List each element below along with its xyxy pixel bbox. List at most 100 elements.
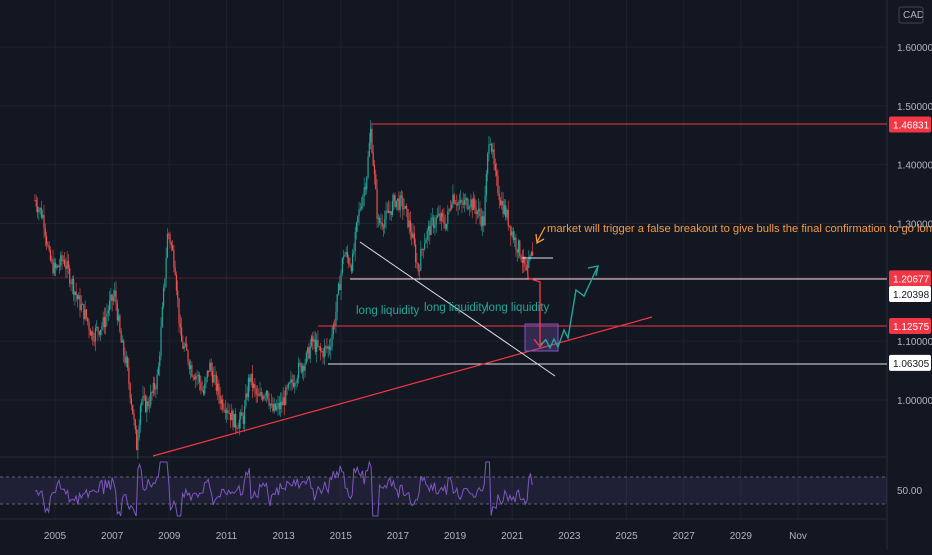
candle [420,240,422,272]
candle-body [361,206,363,209]
candle [515,233,517,257]
support-trendline[interactable] [152,316,653,457]
candle-body [241,412,243,416]
candle-body [384,219,386,228]
candle-body [316,340,318,353]
candle-body [79,295,81,311]
candle-body [389,211,391,214]
candle [43,204,45,239]
candle [418,264,421,280]
candle-body [376,189,378,219]
candle [507,200,509,231]
candle-body [58,265,61,268]
candle [276,399,278,412]
candle [300,362,302,375]
candle [304,358,306,378]
candle-body [133,414,135,420]
liquidity-label-2[interactable]: long liquidity [424,302,488,314]
candle-body [80,304,82,311]
candle [102,311,104,331]
candle [269,403,271,412]
candle-body [209,362,211,372]
price-axis[interactable]: 1.60000 1.50000 1.40000 1.30000 1.10000 1.000… [897,43,932,407]
candle-body [75,291,77,296]
candle [350,263,352,275]
candle-body [177,290,179,299]
candle-body [215,374,217,391]
candle [250,373,252,386]
candle-body [517,240,520,253]
candle [244,400,246,433]
annotation-text[interactable]: market will trigger a false breakout to … [547,223,932,235]
liquidity-label-1[interactable]: long liquidity [356,305,420,317]
candle [105,307,107,335]
candle [363,177,365,207]
candle-body [519,240,521,257]
candle-body [62,260,64,262]
candle [188,359,190,375]
candle-body [400,195,403,198]
candle [177,280,179,308]
candle [474,194,476,214]
candle-body [418,270,421,272]
candle [343,249,345,265]
candle-body [178,298,180,324]
candle-body [444,223,446,229]
candle-body [345,252,347,255]
candle [186,335,188,351]
candle [211,362,214,387]
candle [267,390,269,401]
candle [456,194,458,212]
candle-body [402,197,404,210]
candle [173,244,175,273]
candle [233,413,235,428]
candle-body [250,373,252,382]
candle [400,189,403,207]
candle [120,327,122,343]
candle-body [386,210,388,212]
candle-body [421,249,423,250]
price-tag-bg [889,354,931,371]
candle-body [249,377,251,382]
price-tag-bg [889,285,931,302]
candle [494,158,496,177]
candle [271,393,273,409]
time-axis[interactable]: 2005 2007 2009 2011 2013 2015 2017 2019 2021 2023… [44,531,807,542]
candle [240,408,242,429]
candle [512,227,514,244]
drawings[interactable]: market will trigger a false breakout to … [0,123,932,457]
candle [303,363,305,381]
candle-body [123,340,125,356]
candle [497,168,499,197]
candle [258,388,260,397]
candle-body [223,408,225,411]
candle-body [430,217,432,236]
candle [469,204,471,217]
liquidity-label-3[interactable]: long liquidity [486,302,550,314]
candle [361,197,363,211]
candle [430,213,432,236]
candle-body [408,220,410,228]
candle [268,392,270,409]
candle-body [425,239,427,244]
annotation-arrow [536,226,546,243]
candle [217,376,219,400]
entry-zone-box[interactable] [524,323,559,352]
currency-box[interactable] [898,6,924,24]
candle [247,374,250,402]
candle-body [337,283,340,295]
price-tag-2: 1.20398 [889,285,931,302]
candle-body [399,195,401,211]
candle [490,142,493,155]
candle-body [465,198,467,200]
candle [107,305,109,322]
candle [232,408,234,431]
descending-trendline[interactable] [359,241,556,377]
candle-body [409,220,412,232]
candle-body [530,251,532,257]
candle-body [236,427,238,429]
candle-body [219,395,221,404]
candle [451,201,453,211]
